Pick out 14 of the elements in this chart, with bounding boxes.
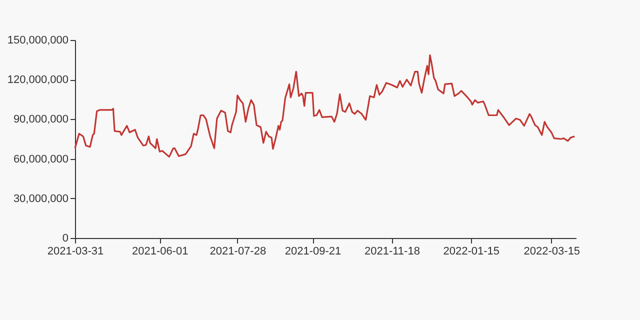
y-tick-label: 150,000,000 <box>7 34 68 46</box>
x-tick-label: 2021-03-31 <box>47 246 104 258</box>
y-tick-label: 30,000,000 <box>13 192 68 205</box>
y-tick-label: 120,000,000 <box>7 74 68 86</box>
x-tick-label: 2021-07-28 <box>210 246 266 258</box>
x-tick-label: 2021-06-01 <box>132 246 188 258</box>
line-series <box>74 54 576 158</box>
y-tick-label: 60,000,000 <box>13 153 68 166</box>
y-tick-label: 90,000,000 <box>13 114 68 126</box>
x-tick-label: 2022-01-15 <box>443 246 500 258</box>
x-tick-label: 2021-11-18 <box>364 246 420 258</box>
x-tick-label: 2021-09-21 <box>284 246 342 258</box>
y-tick-label: 0 <box>62 232 68 244</box>
x-tick-label: 2022-03-15 <box>524 246 580 258</box>
